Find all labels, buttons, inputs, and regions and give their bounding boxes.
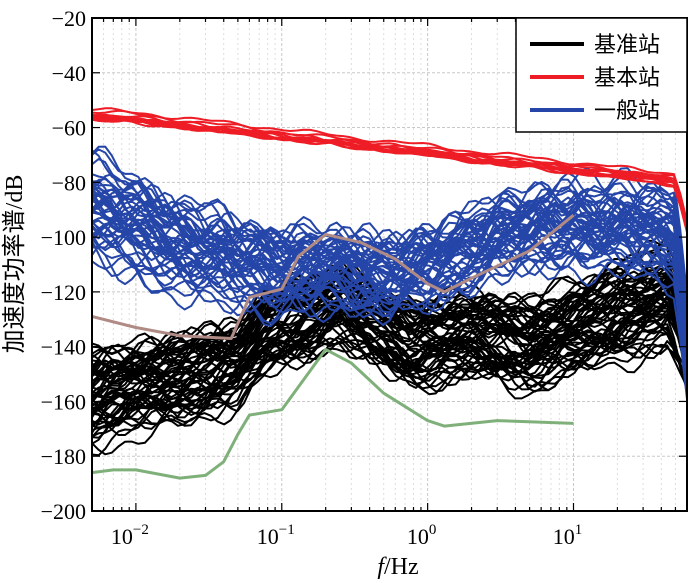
series-line-一般站 — [92, 217, 687, 376]
series-line-基本站 — [92, 117, 687, 230]
reference-curve-2 — [92, 347, 574, 480]
y-tick-label: −100 — [41, 225, 86, 250]
y-tick-label: −200 — [41, 499, 86, 524]
series-line-一般站 — [92, 173, 687, 341]
y-tick-label: −20 — [52, 6, 86, 31]
series-line-一般站 — [92, 209, 687, 400]
series-line-基准站 — [92, 320, 687, 418]
series-line-基准站 — [92, 283, 687, 418]
y-tick-label: −80 — [52, 170, 86, 195]
reference-curve-1 — [92, 214, 575, 340]
y-tick-label: −40 — [52, 61, 86, 86]
series-line-一般站 — [92, 210, 687, 358]
series-line-一般站 — [92, 178, 687, 309]
series-line-一般站 — [92, 179, 687, 360]
x-tick-label: 10−1 — [257, 522, 295, 549]
x-tick-label: 101 — [553, 522, 583, 549]
series-line-基准站 — [92, 312, 687, 456]
plot-frame — [91, 17, 688, 512]
x-axis-title: f/Hz — [377, 554, 418, 580]
series-line-基准站 — [92, 319, 687, 438]
y-tick-label: −180 — [41, 444, 86, 469]
series-line-一般站 — [92, 206, 687, 366]
axis-ticks: −200 −180 −160 −140 −120 −100 −80 −60 −40 −20 10−2… — [41, 6, 688, 549]
x-tick-label: 10−2 — [111, 522, 149, 549]
series-layer — [92, 107, 687, 480]
x-axis-title-variable: f — [377, 554, 387, 580]
series-line-一般站 — [92, 219, 687, 356]
y-axis-title: 加速度功率谱/dB — [1, 175, 28, 354]
legend-label: 一般站 — [594, 98, 660, 123]
series-line-基准站 — [92, 320, 687, 409]
series-line-一般站 — [92, 186, 687, 353]
series-line-一般站 — [92, 193, 687, 334]
x-axis-title-unit: /Hz — [384, 554, 419, 580]
y-tick-label: −120 — [41, 280, 86, 305]
y-tick-label: −140 — [41, 335, 86, 360]
series-line-基准站 — [92, 279, 687, 412]
series-line-一般站 — [92, 200, 687, 387]
series-line-一般站 — [92, 187, 687, 360]
y-tick-label: −60 — [52, 116, 86, 141]
series-line-一般站 — [92, 193, 687, 331]
series-line-一般站 — [92, 189, 687, 325]
series-line-一般站 — [92, 149, 687, 332]
x-tick-label: 100 — [407, 522, 437, 549]
series-line-一般站 — [92, 158, 687, 363]
series-line-基本站 — [92, 114, 687, 223]
series-line-基准站 — [92, 337, 687, 430]
series-line-基本站 — [92, 118, 687, 223]
series-line-一般站 — [92, 226, 687, 361]
legend-label: 基本站 — [594, 65, 660, 90]
y-tick-label: −160 — [41, 389, 86, 414]
series-line-基准站 — [92, 303, 687, 418]
series-line-基本站 — [92, 107, 687, 222]
legend-label: 基准站 — [594, 32, 660, 57]
